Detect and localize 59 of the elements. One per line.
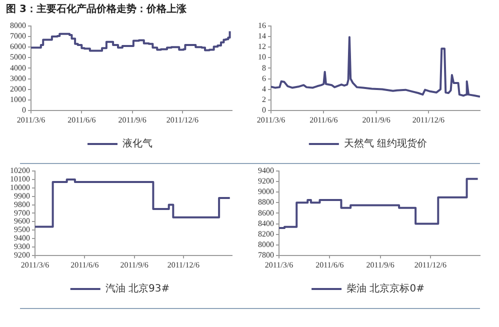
x-tick-label: 2011/9/6	[118, 115, 146, 124]
legend-label: 汽油 北京93#	[105, 282, 170, 295]
legend-label: 柴油 北京京标0#	[346, 282, 424, 295]
y-tick-label: 4	[262, 84, 266, 94]
y-tick-label: 5000	[10, 52, 26, 62]
y-tick-label: 8000	[258, 240, 274, 249]
x-tick-label: 2011/6/6	[70, 260, 99, 270]
chart-title: 图 3：主要石化产品价格走势：价格上涨	[6, 2, 186, 16]
y-tick-label: 10	[258, 52, 266, 62]
y-tick-label: 8600	[258, 208, 274, 218]
x-tick-label: 2011/3/6	[264, 260, 294, 270]
x-tick-label: 2011/3/6	[256, 115, 286, 124]
y-tick-label: 8000	[10, 21, 26, 30]
x-tick-label: 2011/9/6	[362, 115, 390, 124]
y-tick-label: 6	[262, 74, 266, 83]
y-tick-label: 14	[258, 32, 266, 41]
y-tick-label: 0	[22, 105, 26, 114]
y-tick-label: 9400	[258, 166, 274, 176]
y-tick-label: 2000	[10, 84, 26, 94]
y-tick-label: 6000	[10, 42, 26, 52]
y-tick-label: 9800	[14, 200, 30, 209]
y-tick-label: 4000	[10, 63, 26, 72]
legend-label: 天然气 纽约现货价	[344, 138, 428, 150]
y-tick-label: 9000	[258, 187, 274, 196]
x-tick-label: 2011/6/6	[316, 260, 344, 270]
x-tick-label: 2011/12/6	[166, 115, 199, 124]
y-tick-label: 2	[262, 94, 266, 104]
x-tick-label: 2011/9/6	[366, 260, 394, 270]
legend-label: 液化气	[122, 138, 152, 150]
y-tick-label: 9200	[14, 250, 30, 260]
y-tick-label: 9300	[14, 242, 30, 252]
y-tick-label: 9900	[14, 191, 30, 200]
y-tick-label: 9700	[14, 208, 30, 218]
y-tick-label: 10200	[10, 166, 30, 176]
x-tick-label: 2011/12/6	[412, 115, 445, 124]
y-tick-label: 1000	[10, 94, 26, 104]
y-tick-label: 8	[262, 63, 266, 72]
y-tick-label: 9400	[14, 234, 30, 243]
y-tick-label: 8200	[258, 229, 274, 238]
y-tick-label: 10000	[10, 182, 30, 192]
x-tick-label: 2011/12/6	[167, 260, 200, 270]
y-tick-label: 12	[258, 42, 266, 52]
y-tick-label: 9200	[258, 176, 274, 186]
x-tick-label: 2011/6/6	[310, 115, 338, 124]
y-tick-label: 0	[262, 105, 266, 114]
x-tick-label: 2011/6/6	[68, 115, 96, 124]
y-tick-label: 16	[258, 21, 266, 30]
y-tick-label: 8800	[258, 198, 274, 207]
x-tick-label: 2011/3/6	[20, 260, 50, 270]
y-tick-label: 9600	[14, 216, 30, 226]
y-tick-label: 7800	[258, 250, 274, 260]
y-tick-label: 9500	[14, 225, 30, 234]
y-tick-label: 8400	[258, 218, 274, 228]
x-tick-label: 2011/3/6	[16, 115, 46, 124]
x-tick-label: 2011/9/6	[120, 260, 148, 270]
y-tick-label: 3000	[10, 74, 26, 83]
y-tick-label: 10100	[10, 174, 30, 184]
x-tick-label: 2011/12/6	[414, 260, 447, 270]
y-tick-label: 7000	[10, 32, 26, 41]
